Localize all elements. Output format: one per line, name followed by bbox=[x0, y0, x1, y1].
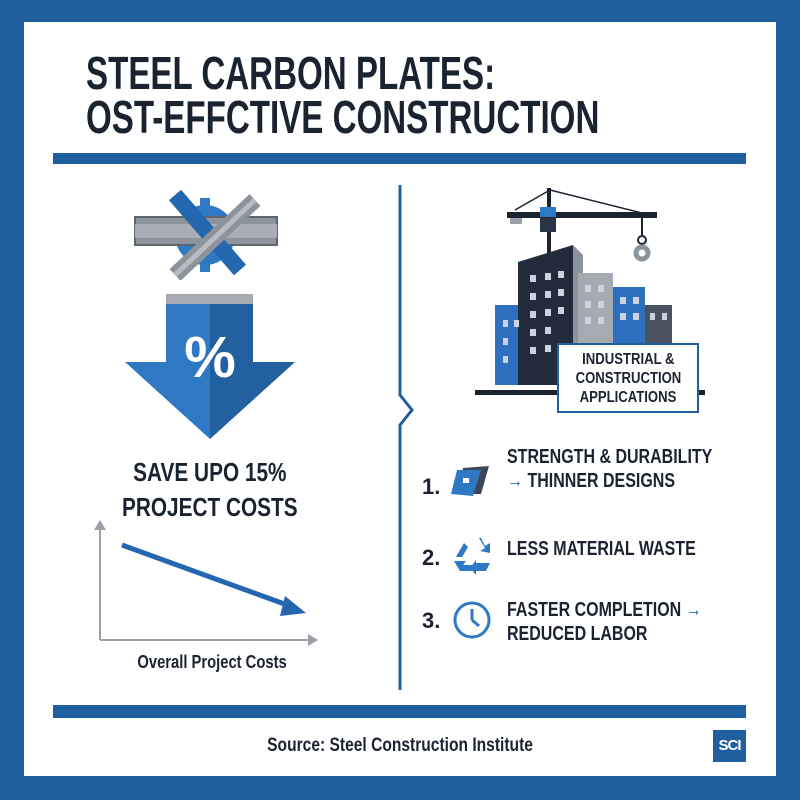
recycle-icon bbox=[454, 538, 490, 575]
chart-label-wrap: Overall Project Costs bbox=[0, 652, 425, 673]
down-arrow-icon bbox=[125, 294, 295, 439]
item-1-line-2: THINNER DESIGNS bbox=[527, 470, 676, 492]
applications-label-box: INDUSTRIAL & CONSTRUCTION APPLICATIONS bbox=[557, 343, 699, 413]
item-2-number: 2. bbox=[422, 545, 441, 570]
footer-divider bbox=[53, 705, 746, 718]
savings-line-1: SAVE UPO 15% bbox=[133, 457, 287, 487]
steel-beams-gear-icon bbox=[134, 190, 278, 280]
cost-trend-chart bbox=[94, 520, 318, 646]
title-line-2: OST-EFFCTIVE CONSTRUCTION bbox=[86, 91, 600, 143]
item-1-number: 1. bbox=[422, 474, 441, 499]
savings-line-2: PROJECT COSTS bbox=[122, 492, 298, 522]
clock-icon bbox=[453, 601, 491, 639]
vertical-divider bbox=[398, 185, 414, 690]
steel-plates-icon bbox=[451, 466, 489, 496]
item-1-line-2-wrap: → THINNER DESIGNS bbox=[507, 469, 712, 493]
item-3-line-2: REDUCED LABOR bbox=[507, 623, 648, 645]
item-2-text: LESS MATERIAL WASTE bbox=[507, 537, 743, 561]
item-3-text: FASTER COMPLETION → REDUCED LABOR bbox=[507, 598, 750, 646]
y-axis-arrow bbox=[94, 520, 106, 530]
percent-symbol: % bbox=[184, 325, 236, 390]
item-3-number: 3. bbox=[422, 608, 441, 633]
arrow-icon: → bbox=[685, 599, 702, 621]
savings-text: SAVE UPO 15% PROJECT COSTS bbox=[0, 457, 420, 523]
item-2-line-1: LESS MATERIAL WASTE bbox=[507, 538, 696, 560]
x-axis-arrow bbox=[308, 634, 318, 646]
applications-label-line-3: APPLICATIONS bbox=[579, 389, 677, 406]
source-text: Source: Steel Construction Institute bbox=[267, 735, 533, 756]
applications-label-line-2: CONSTRUCTION bbox=[575, 370, 681, 387]
decreasing-trend-line bbox=[121, 542, 291, 609]
item-3-line-1: FASTER COMPLETION bbox=[507, 599, 682, 621]
chart-x-label: Overall Project Costs bbox=[137, 652, 288, 672]
applications-label-line-1: INDUSTRIAL & bbox=[581, 351, 675, 368]
trend-arrowhead bbox=[280, 596, 306, 616]
item-1-line-1: STRENGTH & DURABILITY bbox=[507, 446, 713, 468]
header-divider bbox=[53, 153, 746, 164]
arrow-icon: → bbox=[507, 470, 523, 492]
source-wrap: Source: Steel Construction Institute bbox=[0, 735, 800, 757]
sci-logo: SCI bbox=[713, 730, 746, 762]
chart-axes bbox=[94, 520, 318, 646]
title-line-1: STEEL CARBON PLATES: bbox=[86, 47, 496, 99]
item-1-text: STRENGTH & DURABILITY → THINNER DESIGNS bbox=[507, 445, 764, 493]
item-3-line-1-wrap: FASTER COMPLETION → bbox=[507, 598, 702, 622]
